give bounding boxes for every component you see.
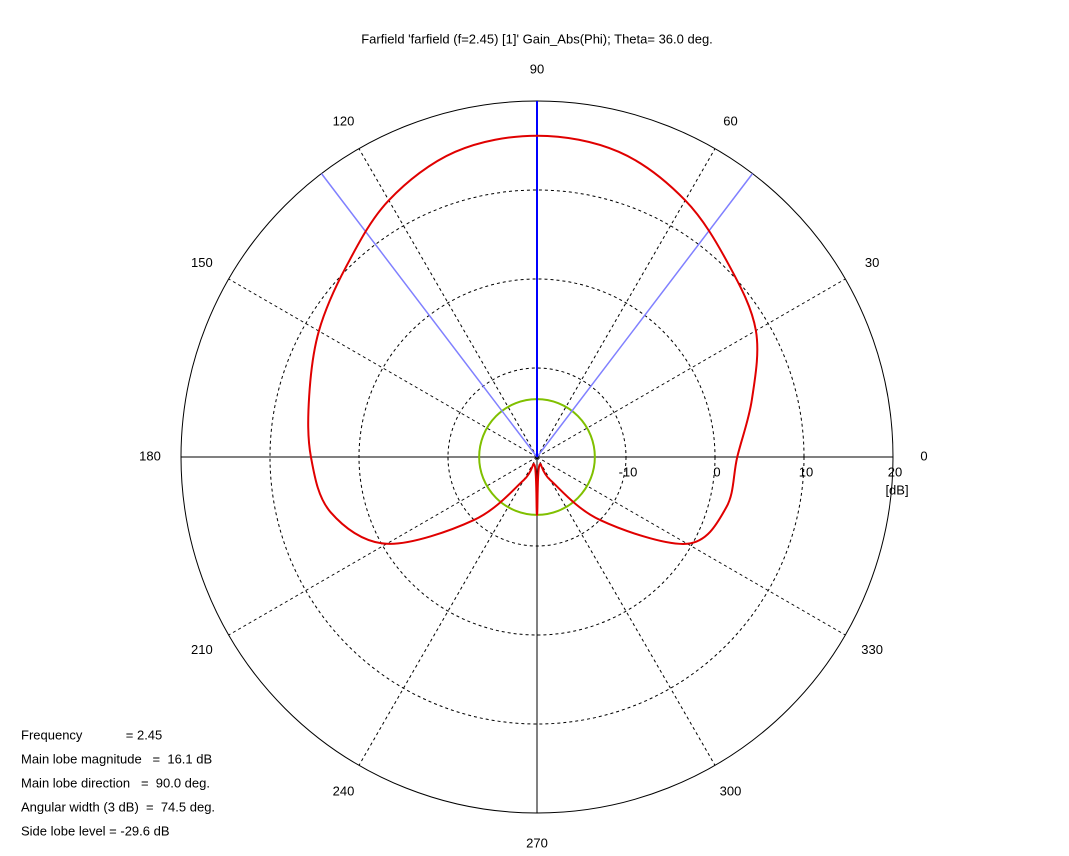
angle-tick-label: 120	[333, 113, 355, 128]
grid-spoke	[536, 148, 716, 458]
info-line: Angular width (3 dB) = 74.5 deg.	[21, 799, 215, 814]
grid-spoke	[536, 456, 716, 766]
grid-spoke	[228, 456, 538, 636]
r-tick-label: -10	[619, 464, 638, 479]
angle-tick-label: 60	[723, 113, 737, 128]
angle-tick-label: 90	[530, 61, 544, 76]
angle-tick-label: 270	[526, 835, 548, 850]
angle-tick-label: 300	[720, 784, 742, 799]
grid-spoke	[228, 278, 538, 458]
angle-tick-label: 180	[139, 448, 161, 463]
grid-spoke	[358, 148, 538, 458]
beamwidth-line	[320, 173, 538, 458]
beamwidth-line	[536, 173, 754, 458]
info-line: Main lobe direction = 90.0 deg.	[21, 775, 210, 790]
info-line: Side lobe level = -29.6 dB	[21, 823, 170, 838]
angle-tick-label: 0	[920, 448, 927, 463]
grid-spoke	[358, 456, 538, 766]
info-line: Main lobe magnitude = 16.1 dB	[21, 751, 212, 766]
r-tick-label: 20	[888, 464, 902, 479]
grid-spoke	[536, 278, 846, 458]
r-unit: [dB]	[885, 482, 908, 497]
angle-tick-label: 210	[191, 642, 213, 657]
angle-tick-label: 240	[333, 784, 355, 799]
angle-tick-label: 30	[865, 255, 879, 270]
pattern-curve	[307, 134, 759, 545]
angle-tick-label: 330	[861, 642, 883, 657]
chart-title: Farfield 'farfield (f=2.45) [1]' Gain_Ab…	[361, 31, 713, 46]
angle-tick-label: 150	[191, 255, 213, 270]
info-line: Frequency = 2.45	[21, 727, 162, 742]
r-tick-label: 10	[799, 464, 813, 479]
grid-spoke	[536, 456, 846, 636]
r-tick-label: 0	[713, 464, 720, 479]
